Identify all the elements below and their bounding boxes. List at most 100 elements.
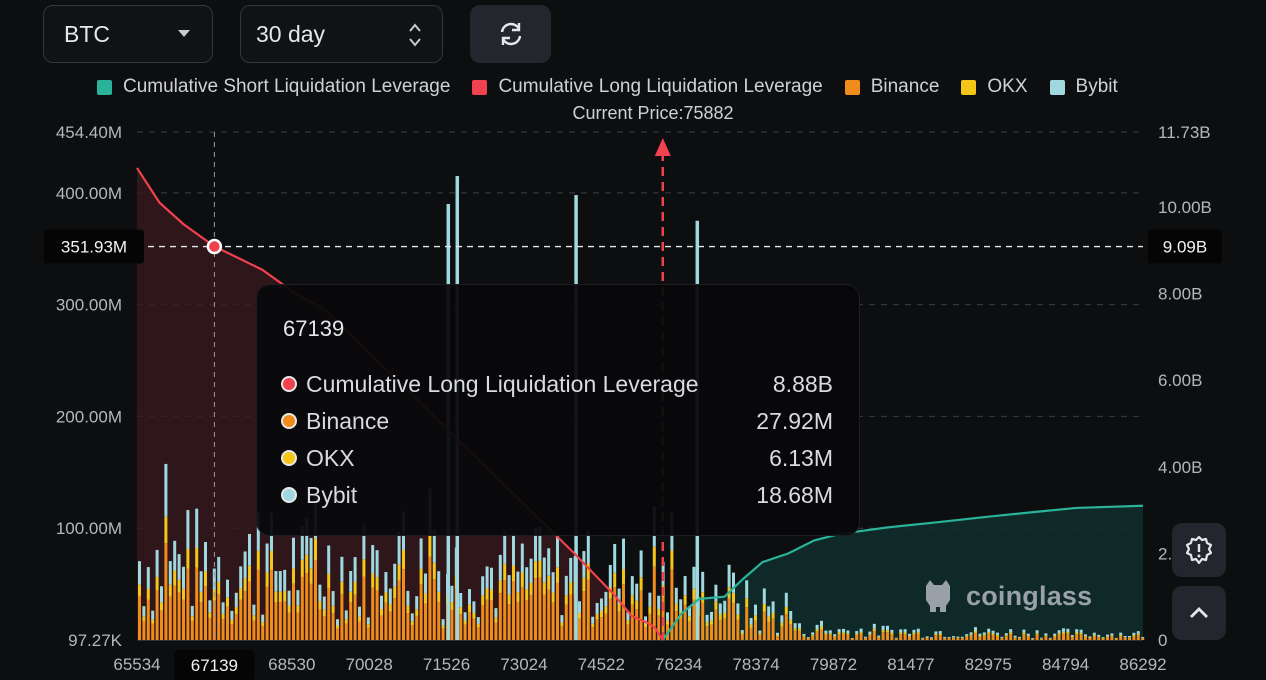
bar-okx	[886, 630, 889, 633]
bar-binance	[811, 635, 815, 640]
bar-binance	[432, 579, 436, 640]
legend-item[interactable]: Cumulative Short Liquidation Leverage	[97, 76, 450, 98]
bar-binance	[701, 602, 705, 640]
bar-okx	[1009, 632, 1013, 635]
bar-binance	[252, 620, 256, 640]
bar-okx	[837, 632, 841, 635]
bar-bybit	[261, 614, 265, 623]
bar-okx	[987, 632, 991, 634]
legend-item[interactable]: Binance	[844, 76, 939, 98]
bar-okx	[274, 591, 278, 603]
bar-bybit	[160, 586, 163, 603]
bar-binance	[534, 578, 537, 640]
settings-button[interactable]	[1172, 523, 1226, 577]
left-crosshair-box	[44, 229, 144, 264]
bar-okx	[1053, 635, 1057, 637]
legend-item[interactable]: Bybit	[1049, 76, 1118, 98]
bar-okx	[789, 619, 793, 625]
bar-bybit	[1092, 632, 1096, 635]
bar-bybit	[182, 566, 185, 589]
bar-bybit	[256, 512, 260, 551]
bar-okx	[1075, 632, 1079, 635]
bar-okx	[168, 584, 172, 597]
legend-item[interactable]: Cumulative Long Liquidation Leverage	[472, 76, 823, 98]
bar-binance	[463, 624, 467, 640]
bar-okx	[767, 616, 771, 622]
bar-binance	[186, 568, 190, 640]
legend-item[interactable]: OKX	[961, 76, 1028, 98]
bar-bybit	[591, 616, 595, 624]
bar-okx	[670, 550, 674, 570]
bar-binance	[912, 634, 916, 640]
axis-labels: 454.40M 400.00M 300.00M 200.00M 100.00M 97.27…	[56, 123, 1212, 674]
bar-okx	[890, 632, 894, 635]
bar-binance	[850, 638, 854, 640]
bar-bybit	[1119, 632, 1123, 635]
bar-binance	[182, 599, 185, 640]
bar-binance	[908, 636, 911, 640]
bar-bybit	[960, 636, 964, 638]
bar-okx	[270, 551, 273, 571]
bar-binance	[789, 624, 793, 640]
bar-bybit	[1084, 634, 1087, 637]
period-select[interactable]: 30 day	[240, 5, 443, 63]
bar-binance	[820, 629, 823, 640]
bar-binance	[996, 635, 999, 640]
bar-bybit	[353, 557, 357, 582]
bar-bybit	[243, 551, 247, 579]
bar-binance	[151, 623, 155, 640]
bar-bybit	[837, 629, 841, 633]
bar-binance	[468, 611, 471, 640]
bar-binance	[428, 556, 432, 640]
bar-bybit	[872, 623, 876, 629]
bar-binance	[212, 600, 216, 640]
bar-bybit	[877, 635, 881, 637]
bar-binance	[1062, 633, 1065, 640]
bar-okx	[503, 563, 507, 581]
left-crosshair-label: 351.93M	[61, 238, 127, 257]
bar-bybit	[432, 529, 436, 563]
bar-okx	[982, 634, 986, 636]
bar-binance	[877, 637, 881, 640]
bar-bybit	[815, 624, 819, 630]
bar-bybit	[1101, 637, 1105, 639]
scroll-top-button[interactable]	[1172, 586, 1226, 640]
bar-okx	[309, 568, 313, 584]
bar-bybit	[234, 592, 238, 607]
bar-bybit	[371, 545, 375, 574]
bar-okx	[1066, 632, 1070, 634]
bar-okx	[406, 605, 410, 614]
bar-okx	[490, 589, 493, 601]
bar-binance	[771, 618, 775, 640]
legend-label: Cumulative Short Liquidation Leverage	[123, 76, 451, 97]
bar-bybit	[692, 566, 696, 589]
bar-binance	[362, 576, 366, 640]
x-axis-tick: 73024	[500, 655, 547, 674]
bar-bybit	[894, 637, 898, 639]
refresh-button[interactable]	[470, 5, 551, 63]
bar-bybit	[459, 592, 463, 608]
bar-okx	[256, 550, 260, 570]
bar-okx	[1044, 635, 1048, 637]
bar-bybit	[749, 617, 753, 625]
bar-bybit	[494, 608, 498, 618]
gear-icon	[1185, 535, 1213, 565]
bar-binance	[208, 618, 212, 640]
short-area-fill	[662, 505, 1143, 640]
bar-okx	[811, 634, 815, 636]
bar-okx	[771, 612, 775, 619]
coin-select[interactable]: BTC	[43, 5, 213, 63]
bar-binance	[1026, 636, 1030, 640]
bar-okx	[1136, 633, 1140, 636]
bar-binance	[278, 602, 282, 640]
bar-bybit	[468, 589, 471, 605]
left-axis-tick: 300.00M	[56, 296, 122, 315]
coin-select-value: BTC	[64, 20, 110, 47]
bar-bybit	[556, 536, 559, 568]
bar-bybit	[934, 631, 938, 635]
bar-binance	[327, 588, 331, 640]
bar-okx	[239, 588, 243, 600]
bar-bybit	[881, 625, 885, 631]
bar-binance	[842, 633, 845, 640]
bar-bybit	[498, 554, 502, 581]
